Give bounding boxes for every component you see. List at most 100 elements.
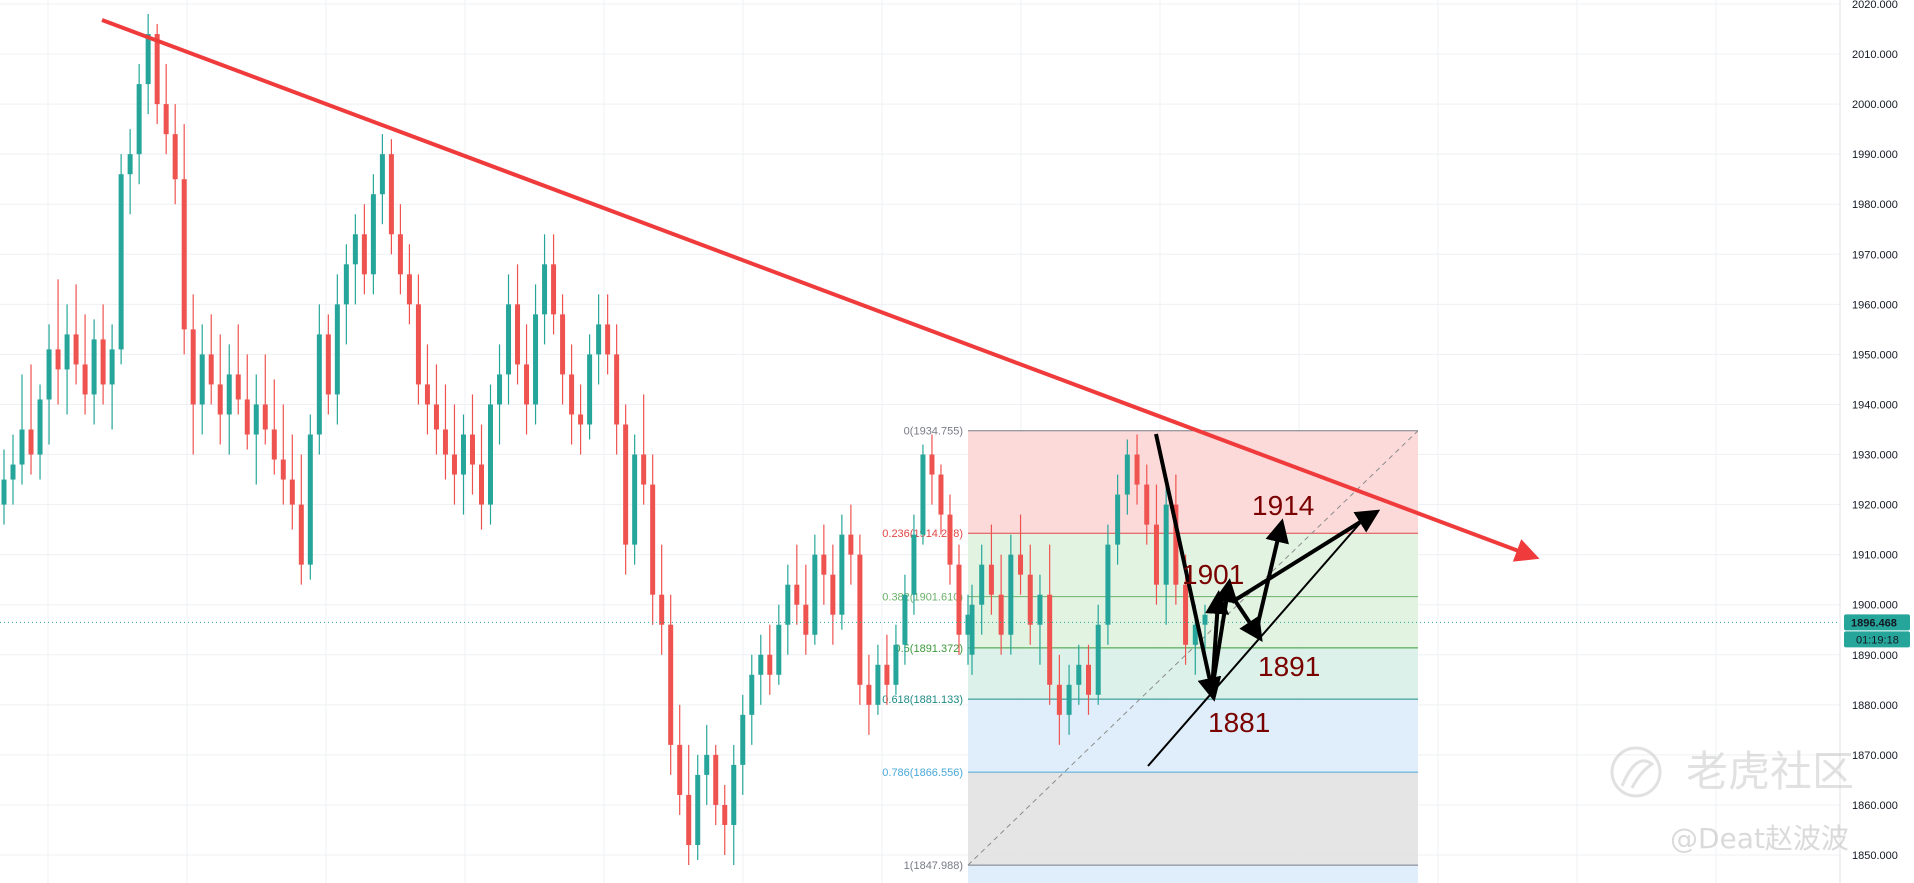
fib-zone [968, 699, 1418, 773]
price-tick-label: 2000.000 [1852, 99, 1898, 111]
candle-body [686, 794, 692, 845]
candle-body [569, 374, 575, 415]
candle-body [307, 434, 313, 565]
candle-body [118, 174, 124, 350]
candle-body [1047, 594, 1053, 685]
candle-body [154, 34, 160, 105]
candle-body [127, 154, 133, 175]
candle-body [388, 154, 394, 235]
candle-body [397, 234, 403, 275]
candle-body [1115, 494, 1121, 545]
candle-body [334, 304, 340, 395]
current-price-tag [1844, 614, 1910, 631]
price-tick-label: 1890.000 [1852, 650, 1898, 662]
candle-body [442, 429, 448, 455]
candle-body [1008, 554, 1014, 635]
candle-body [740, 714, 746, 765]
candle-body [82, 364, 88, 395]
candle-body [830, 574, 836, 615]
candle-body [1124, 454, 1130, 495]
candle-body [533, 314, 539, 405]
price-tick-label: 1990.000 [1852, 149, 1898, 161]
candle-body [713, 754, 719, 805]
candle-body [379, 154, 385, 195]
projection-arrow [1226, 588, 1263, 642]
candle-body [848, 534, 854, 555]
candle-body [821, 554, 827, 575]
candle-body [731, 764, 737, 825]
candle-body [947, 514, 953, 565]
candle-body [19, 429, 25, 465]
chart-grid [0, 0, 1840, 883]
candle-body [578, 414, 584, 425]
candle-body [614, 354, 620, 425]
price-annotation: 1901 [1182, 559, 1244, 590]
candle-body [145, 34, 151, 85]
candle-body [100, 339, 106, 385]
candle-body [979, 564, 985, 605]
price-tick-label: 1870.000 [1852, 750, 1898, 762]
price-tick-label: 1910.000 [1852, 550, 1898, 562]
price-tick-label: 1900.000 [1852, 600, 1898, 612]
candle-body [199, 354, 205, 405]
price-tick-label: 1970.000 [1852, 249, 1898, 261]
candle-body [1144, 484, 1150, 525]
fib-level-label: 0.5(1891.372) [895, 643, 964, 655]
projection-arrow [1230, 509, 1381, 604]
candle-body [911, 534, 917, 595]
candle-body [235, 374, 241, 400]
candle-body [1105, 544, 1111, 625]
countdown-tag [1844, 631, 1910, 648]
fib-level-label: 0.382(1901.610) [882, 592, 963, 604]
candle-body [988, 564, 994, 595]
candle-body [929, 454, 935, 475]
candle-body [749, 674, 755, 715]
candle-body [1192, 624, 1198, 645]
candle-body [623, 424, 629, 545]
candle-body [1183, 584, 1189, 645]
candle-body [1056, 684, 1062, 715]
candle-body [632, 454, 638, 545]
price-tick-label: 2010.000 [1852, 49, 1898, 61]
candle-body [884, 664, 890, 685]
candle-body [785, 584, 791, 625]
price-annotation: 1891 [1258, 651, 1320, 682]
projection-arrow [1205, 590, 1230, 691]
candle-body [226, 374, 232, 415]
tiger-logo-stripe-icon [1620, 759, 1655, 789]
candle-body [163, 104, 169, 135]
candle-body [208, 354, 214, 385]
candle-body [965, 614, 971, 635]
countdown-label: 01:19:18 [1856, 634, 1899, 646]
fib-level-label: 1(1847.988) [904, 860, 963, 872]
candle-body [1202, 614, 1208, 625]
candle-body [1095, 624, 1101, 695]
candle-body [776, 624, 782, 675]
price-axis[interactable]: 2020.000 2010.000 2000.000 1990.000 1980.000… [1839, 0, 1914, 883]
candle-body [488, 404, 494, 505]
candle-body [1027, 574, 1033, 625]
fib-zone [968, 647, 1418, 700]
candle-body [839, 534, 845, 615]
candle-body [857, 554, 863, 685]
candles [1, 14, 1208, 866]
candle-body [1163, 504, 1169, 585]
candle-body [704, 754, 710, 775]
candle-body [244, 399, 250, 435]
watermark-handle: @Deat赵波波 [1670, 822, 1849, 855]
candle-body [262, 404, 268, 430]
candle-body [253, 404, 259, 435]
candle-body [1037, 594, 1043, 625]
candle-body [605, 324, 611, 355]
fib-zone [968, 865, 1418, 883]
candle-body [794, 584, 800, 605]
candle-body [1066, 684, 1072, 715]
projection-arrow [1154, 433, 1222, 702]
candle-body [55, 349, 61, 370]
candle-body [803, 604, 809, 635]
fib-level-label: 0(1934.755) [904, 426, 963, 438]
candle-body [298, 504, 304, 565]
candle-body [506, 304, 512, 375]
candle-body [1086, 664, 1091, 695]
